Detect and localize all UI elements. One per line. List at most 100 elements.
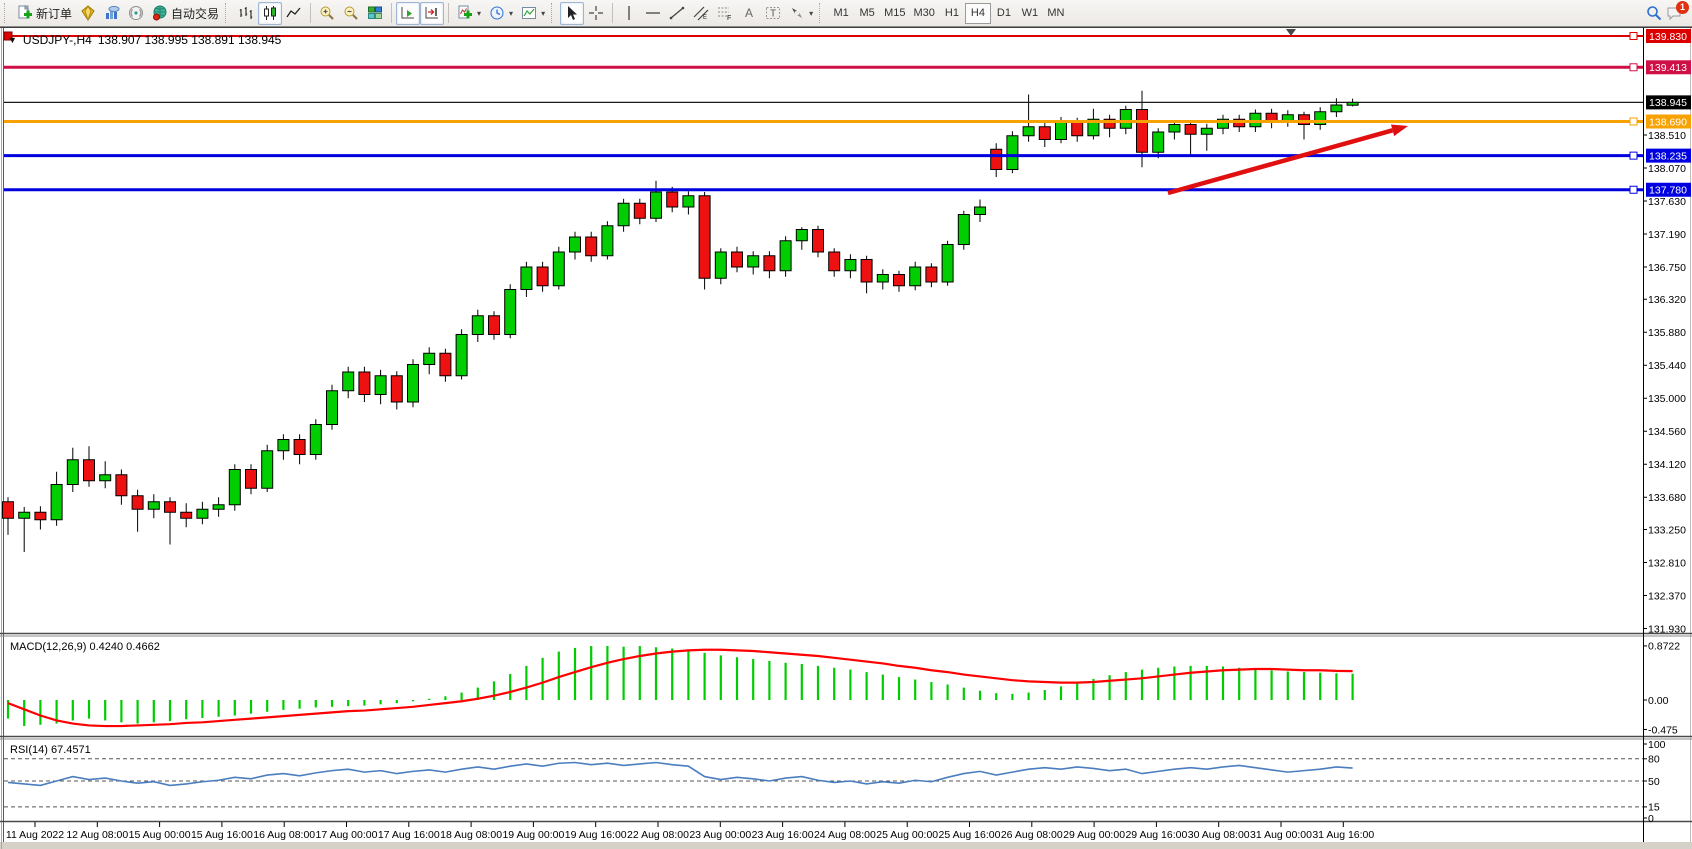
candle (34, 511, 47, 521)
candle (164, 501, 176, 513)
toolbar: 新订单 (0, 0, 1692, 27)
line-chart-icon (286, 7, 301, 18)
candlestick-mode-button[interactable] (258, 1, 283, 25)
candlestick-icon (264, 6, 277, 20)
search-button[interactable] (1642, 2, 1666, 25)
text-tool-button[interactable]: A (737, 2, 761, 25)
candle (1136, 109, 1148, 153)
arrows-tool-button[interactable]: ▾ (785, 2, 817, 25)
timeframe-m5-button[interactable]: M5 (854, 3, 880, 24)
zoom-out-button[interactable] (339, 2, 363, 25)
candle (131, 495, 144, 510)
price-tick-label: 132.370 (1648, 590, 1686, 602)
time-tick-label: 24 Aug 08:00 (814, 829, 876, 841)
hline-left-handle[interactable] (3, 31, 13, 41)
hline-handle[interactable] (1629, 63, 1638, 72)
candle (617, 202, 630, 227)
candle (1022, 126, 1035, 137)
horizontal-line-tool-button[interactable] (641, 2, 665, 25)
autotrading-button[interactable]: 自动交易 (148, 2, 223, 25)
cursor-tool-button[interactable] (560, 1, 585, 25)
cloud-chart-button[interactable] (100, 2, 124, 25)
timeframe-m30-button[interactable]: M30 (910, 3, 939, 24)
toolbar-grip[interactable] (551, 3, 556, 23)
dropdown-caret-icon: ▾ (809, 8, 814, 18)
time-tick-label: 26 Aug 08:00 (1001, 829, 1063, 841)
chart-shift-marker[interactable] (1286, 29, 1296, 36)
timeframe-h1-button[interactable]: H1 (939, 3, 965, 24)
line-chart-mode-button[interactable] (282, 2, 306, 25)
toolbar-grip[interactable] (4, 3, 9, 23)
candle (293, 439, 306, 455)
symbol-dropdown-icon[interactable]: ▼ (8, 35, 17, 45)
zoom-in-button[interactable] (315, 2, 339, 25)
svg-text:T: T (770, 9, 776, 20)
new-order-button[interactable]: 新订单 (13, 2, 76, 25)
time-tick-label: 19 Aug 00:00 (502, 829, 564, 841)
candle (1200, 127, 1213, 135)
price-tick-label: 138.070 (1648, 163, 1686, 175)
candle (407, 364, 419, 403)
auto-scroll-icon (401, 7, 415, 19)
signals-button[interactable] (124, 2, 148, 25)
price-tick-label: 137.630 (1648, 196, 1686, 208)
candle (18, 511, 31, 519)
autotrading-icon (153, 5, 167, 21)
hline-handle[interactable] (1629, 32, 1638, 40)
crosshair-tool-button[interactable] (584, 2, 608, 25)
timeframe-m1-button[interactable]: M1 (828, 3, 854, 24)
fibonacci-tool-button[interactable]: F (713, 2, 737, 25)
candle (990, 148, 1003, 170)
trend-arrow-head[interactable] (1390, 124, 1408, 137)
bar-chart-mode-button[interactable] (234, 2, 258, 25)
indicators-button[interactable]: ▾ (453, 2, 485, 25)
text-label-tool-button[interactable]: T (761, 2, 785, 25)
candle (488, 315, 500, 335)
time-tick-label: 18 Aug 08:00 (440, 829, 502, 841)
candle (795, 229, 808, 242)
arrow-objects-icon (792, 8, 803, 18)
timeframe-w1-button[interactable]: W1 (1017, 3, 1043, 24)
timeframe-d1-button[interactable]: D1 (991, 3, 1017, 24)
price-tick-label: 135.440 (1648, 360, 1686, 372)
trend-arrow-line[interactable] (1167, 128, 1394, 196)
hline-handle[interactable] (1629, 151, 1638, 160)
timeframe-mn-button[interactable]: MN (1043, 3, 1069, 24)
candle (1006, 135, 1019, 170)
macd-scale-label: 0.00 (1648, 695, 1669, 707)
time-tick-label: 16 Aug 08:00 (253, 829, 315, 841)
hline-handle[interactable] (1629, 185, 1638, 194)
hline-handle[interactable] (1629, 117, 1638, 126)
timeframe-m15-button[interactable]: M15 (880, 3, 909, 24)
toolbar-grip[interactable] (819, 3, 824, 23)
periods-button[interactable]: ▾ (485, 2, 517, 25)
price-badge-label: 139.413 (1649, 62, 1687, 74)
candle (893, 274, 905, 287)
candle (520, 266, 533, 290)
gold-diamond-icon (81, 5, 95, 21)
timeframe-h4-button[interactable]: H4 (964, 2, 991, 24)
symbol-period-label: USDJPY-,H4 (22, 33, 92, 47)
candle (50, 484, 63, 521)
toolbar-grip[interactable] (225, 3, 230, 23)
candle (374, 375, 387, 395)
tile-windows-button[interactable] (363, 2, 387, 25)
auto-scroll-button[interactable] (396, 1, 421, 25)
trendline-tool-button[interactable] (665, 2, 689, 25)
templates-button[interactable]: ▾ (517, 2, 549, 25)
macd-scale-label: 0.8722 (1648, 641, 1680, 653)
candle (1184, 124, 1197, 135)
notifications-button[interactable]: 1 (1666, 1, 1689, 21)
channel-tool-button[interactable]: E (689, 2, 713, 25)
svg-text:F: F (727, 15, 731, 21)
time-tick-label: 25 Aug 16:00 (939, 829, 1001, 841)
vertical-line-tool-button[interactable] (617, 2, 641, 25)
price-tick-label: 134.560 (1648, 426, 1686, 438)
candle (1168, 124, 1181, 133)
market-button[interactable] (76, 2, 100, 25)
candle (1330, 104, 1343, 113)
chart-shift-button[interactable] (420, 1, 445, 25)
candle (1071, 121, 1084, 137)
candle (698, 195, 711, 279)
